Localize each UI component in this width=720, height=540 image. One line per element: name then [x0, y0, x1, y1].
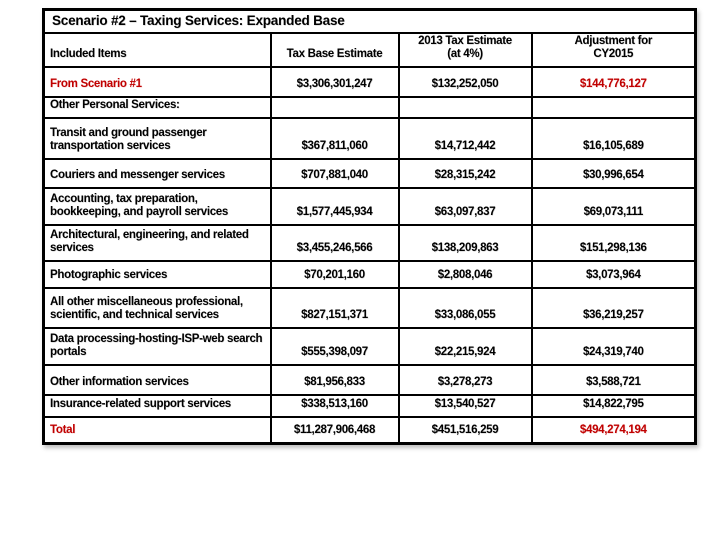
row-label: Other information services [42, 364, 272, 397]
table-row: Insurance-related support services $338,… [42, 394, 697, 419]
header-line-2: (at 4%) [447, 48, 483, 61]
cell-tax-2013: $3,278,273 [397, 364, 533, 397]
cell-cy2015: $36,219,257 [530, 287, 697, 330]
table-row: Architectural, engineering, and related … [42, 224, 697, 263]
cell-tax-2013: $28,315,242 [397, 158, 533, 190]
cell-tax-2013: $33,086,055 [397, 287, 533, 330]
cell-tax-base: $367,811,060 [269, 117, 400, 161]
cell-tax-base: $827,151,371 [269, 287, 400, 330]
cell-tax-base: $707,881,040 [269, 158, 400, 190]
cell-tax-base: $555,398,097 [269, 327, 400, 367]
cell-cy2015: $30,996,654 [530, 158, 697, 190]
row-label: Accounting, tax preparation, bookkeeping… [42, 187, 272, 227]
column-header-adjustment-cy2015: Adjustment for CY2015 [530, 31, 697, 69]
column-header-2013-tax-estimate: 2013 Tax Estimate (at 4%) [397, 31, 533, 69]
row-label-total: Total [42, 416, 272, 445]
cell-tax-2013: $2,808,046 [397, 260, 533, 290]
cell-tax-base: $81,956,833 [269, 364, 400, 397]
cell-tax-base: $338,513,160 [269, 394, 400, 419]
slide-title: Scenario #2 – Taxing Services: Expanded … [42, 8, 697, 34]
table-row: Couriers and messenger services $707,881… [42, 158, 697, 190]
row-label: Transit and ground passenger transportat… [42, 117, 272, 161]
table-row: Transit and ground passenger transportat… [42, 117, 697, 161]
cell-cy2015: $144,776,127 [530, 66, 697, 99]
cell-cy2015: $3,588,721 [530, 364, 697, 397]
cell-tax-2013: $132,252,050 [397, 66, 533, 99]
cell-tax-2013: $63,097,837 [397, 187, 533, 227]
cell-cy2015: $14,822,795 [530, 394, 697, 419]
cell-tax-base [269, 96, 400, 120]
cell-tax-2013: $13,540,527 [397, 394, 533, 419]
row-label: All other miscellaneous professional, sc… [42, 287, 272, 330]
cell-cy2015: $3,073,964 [530, 260, 697, 290]
cell-tax-2013: $138,209,863 [397, 224, 533, 263]
cell-cy2015: $24,319,740 [530, 327, 697, 367]
total-row: Total $11,287,906,468 $451,516,259 $494,… [42, 416, 697, 445]
table-row: Data processing-hosting-ISP-web search p… [42, 327, 697, 367]
cell-tax-2013: $451,516,259 [397, 416, 533, 445]
title-row: Scenario #2 – Taxing Services: Expanded … [42, 8, 697, 34]
table-row: All other miscellaneous professional, sc… [42, 287, 697, 330]
row-label: Insurance-related support services [42, 394, 272, 419]
cell-tax-base: $70,201,160 [269, 260, 400, 290]
table-row: Photographic services $70,201,160 $2,808… [42, 260, 697, 290]
cell-cy2015: $151,298,136 [530, 224, 697, 263]
row-label: Photographic services [42, 260, 272, 290]
row-label: From Scenario #1 [42, 66, 272, 99]
cell-tax-base: $11,287,906,468 [269, 416, 400, 445]
cell-cy2015: $69,073,111 [530, 187, 697, 227]
cell-tax-base: $3,455,246,566 [269, 224, 400, 263]
cell-cy2015: $16,105,689 [530, 117, 697, 161]
table-row: Other Personal Services: [42, 96, 697, 120]
cell-tax-2013: $22,215,924 [397, 327, 533, 367]
cell-tax-base: $3,306,301,247 [269, 66, 400, 99]
table-row: From Scenario #1 $3,306,301,247 $132,252… [42, 66, 697, 99]
column-header-tax-base-estimate: Tax Base Estimate [269, 31, 400, 69]
row-label: Couriers and messenger services [42, 158, 272, 190]
column-header-included-items: Included Items [42, 31, 272, 69]
table-row: Accounting, tax preparation, bookkeeping… [42, 187, 697, 227]
header-line-1: Adjustment for [574, 34, 653, 47]
table-row: Other information services $81,956,833 $… [42, 364, 697, 397]
row-label: Other Personal Services: [42, 96, 272, 120]
cell-cy2015 [530, 96, 697, 120]
cell-cy2015: $494,274,194 [530, 416, 697, 445]
cell-tax-2013: $14,712,442 [397, 117, 533, 161]
row-label: Data processing-hosting-ISP-web search p… [42, 327, 272, 367]
header-line-2: CY2015 [593, 48, 634, 61]
tax-scenario-table: Scenario #2 – Taxing Services: Expanded … [42, 8, 698, 445]
header-line-1: 2013 Tax Estimate [418, 34, 512, 47]
cell-tax-base: $1,577,445,934 [269, 187, 400, 227]
cell-tax-2013 [397, 96, 533, 120]
row-label: Architectural, engineering, and related … [42, 224, 272, 263]
header-row: Included Items Tax Base Estimate 2013 Ta… [42, 31, 697, 69]
